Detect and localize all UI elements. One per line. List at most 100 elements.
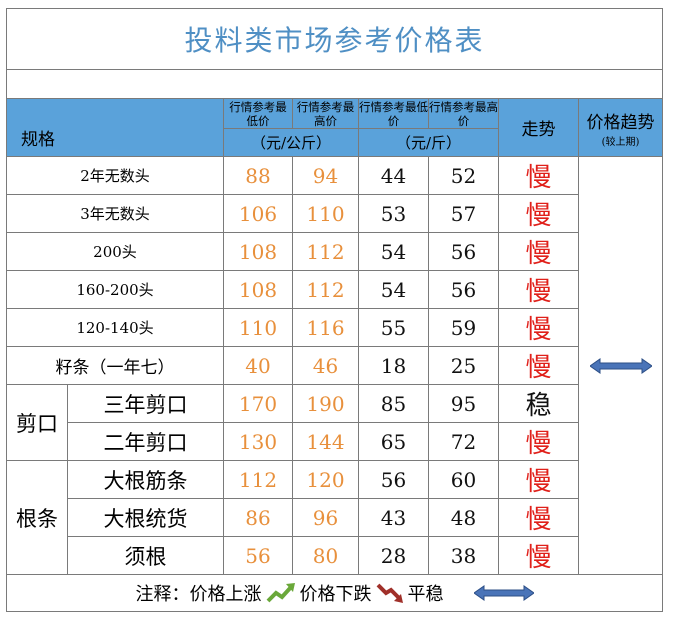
trend-cell: 稳 [498, 384, 579, 423]
low-kg-cell: 112 [223, 460, 293, 499]
high-kg-cell: 80 [292, 536, 359, 575]
table-row: 120-140头 110 116 55 59 慢 [6, 308, 663, 347]
trend-cell: 慢 [498, 270, 579, 309]
trend-cell: 慢 [498, 422, 579, 461]
header-price-trend-label: 价格趋势 [586, 112, 655, 133]
low-kg-cell: 86 [223, 498, 293, 537]
high-jin-cell: 25 [428, 346, 499, 385]
blank-row [6, 69, 663, 99]
low-jin-cell: 55 [358, 308, 429, 347]
table-row: 160-200头 108 112 54 56 慢 [6, 270, 663, 309]
high-jin-cell: 72 [428, 422, 499, 461]
spec-cell: 二年剪口 [67, 422, 224, 461]
high-kg-cell: 112 [292, 232, 359, 271]
high-jin-cell: 56 [428, 270, 499, 309]
high-jin-cell: 52 [428, 156, 499, 195]
high-jin-cell: 48 [428, 498, 499, 537]
low-kg-cell: 108 [223, 270, 293, 309]
low-jin-cell: 43 [358, 498, 429, 537]
table-row: 须根 56 80 28 38 慢 [7, 536, 663, 575]
group-cut: 剪口 [6, 384, 68, 461]
low-kg-cell: 88 [223, 156, 293, 195]
table-row: 根条 大根筋条 112 120 56 60 慢 [6, 460, 663, 575]
high-jin-cell: 95 [428, 384, 499, 423]
low-jin-cell: 44 [358, 156, 429, 195]
trend-cell: 慢 [498, 308, 579, 347]
low-jin-cell: 54 [358, 232, 429, 271]
double-arrow-icon [589, 357, 652, 374]
high-jin-cell: 59 [428, 308, 499, 347]
low-jin-cell: 18 [358, 346, 429, 385]
note-prefix: 注释：价格上涨 [135, 584, 262, 605]
high-jin-cell: 60 [428, 460, 499, 499]
spec-cell: 120-140头 [6, 308, 224, 347]
low-jin-cell: 56 [358, 460, 429, 499]
price-sheet: 投料类市场参考价格表 规格 行情参考最低价 行情参考最高价 行情参考最低价 行情… [6, 8, 663, 612]
high-kg-cell: 94 [292, 156, 359, 195]
low-kg-cell: 130 [223, 422, 293, 461]
header-high-jin: 行情参考最高价 [428, 98, 499, 129]
high-kg-cell: 46 [292, 346, 359, 385]
spec-cell: 大根统货 [67, 498, 224, 537]
high-kg-cell: 96 [292, 498, 359, 537]
low-kg-cell: 110 [223, 308, 293, 347]
note-row: 注释：价格上涨 价格下跌 平稳 [6, 574, 663, 612]
header-high-kg: 行情参考最高价 [292, 98, 359, 129]
header-low-jin: 行情参考最低价 [358, 98, 429, 129]
note-down: 价格下跌 [299, 584, 372, 605]
spec-cell: 三年剪口 [67, 384, 224, 423]
spec-cell: 籽条（一年七） [6, 346, 224, 385]
trend-cell: 慢 [498, 194, 579, 233]
trend-cell: 慢 [498, 346, 579, 385]
low-jin-cell: 28 [358, 536, 429, 575]
low-jin-cell: 54 [358, 270, 429, 309]
low-jin-cell: 65 [358, 422, 429, 461]
table-row: 2年无数头 88 94 44 52 慢 [6, 156, 663, 575]
spec-cell: 160-200头 [6, 270, 224, 309]
header-unit-kg: （元/公斤） [223, 128, 359, 157]
low-kg-cell: 40 [223, 346, 293, 385]
spec-cell: 200头 [6, 232, 224, 271]
table-row: 籽条（一年七） 40 46 18 25 慢 [6, 346, 663, 385]
table-row: 3年无数头 106 110 53 57 慢 [6, 194, 663, 233]
header-trend: 走势 [498, 98, 579, 157]
table-row: 大根统货 86 96 43 48 慢 [7, 498, 663, 537]
double-arrow-icon [473, 585, 534, 601]
low-kg-cell: 108 [223, 232, 293, 271]
spec-cell: 3年无数头 [6, 194, 224, 233]
spec-cell: 须根 [67, 536, 224, 575]
high-jin-cell: 56 [428, 232, 499, 271]
note-flat: 平稳 [407, 584, 444, 605]
table-row: 二年剪口 130 144 65 72 慢 [7, 422, 663, 461]
low-kg-cell: 56 [223, 536, 293, 575]
page-title: 投料类市场参考价格表 [6, 8, 663, 70]
header-unit-jin: （元/斤） [358, 128, 499, 157]
high-kg-cell: 110 [292, 194, 359, 233]
header-price-trend: 价格趋势 (较上期) [578, 98, 663, 157]
trend-cell: 慢 [498, 536, 579, 575]
high-kg-cell: 116 [292, 308, 359, 347]
high-jin-cell: 57 [428, 194, 499, 233]
header-price-trend-sub: (较上期) [601, 136, 640, 148]
low-jin-cell: 53 [358, 194, 429, 233]
trend-cell: 慢 [498, 460, 579, 499]
high-kg-cell: 112 [292, 270, 359, 309]
up-arrow-icon [266, 583, 295, 603]
down-arrow-icon [376, 583, 403, 603]
spec-cell: 2年无数头 [6, 156, 224, 195]
trend-cell: 慢 [498, 232, 579, 271]
header-low-kg: 行情参考最低价 [223, 98, 293, 129]
price-trend-cell [578, 156, 663, 575]
header-spec: 规格 [6, 98, 224, 157]
trend-cell: 慢 [498, 498, 579, 537]
high-kg-cell: 120 [292, 460, 359, 499]
high-kg-cell: 144 [292, 422, 359, 461]
spec-cell: 大根筋条 [67, 460, 224, 499]
high-kg-cell: 190 [292, 384, 359, 423]
table-row: 200头 108 112 54 56 慢 [6, 232, 663, 271]
low-jin-cell: 85 [358, 384, 429, 423]
table-row: 剪口 三年剪口 170 190 85 95 稳 [6, 384, 663, 461]
trend-cell: 慢 [498, 156, 579, 195]
low-kg-cell: 170 [223, 384, 293, 423]
high-jin-cell: 38 [428, 536, 499, 575]
